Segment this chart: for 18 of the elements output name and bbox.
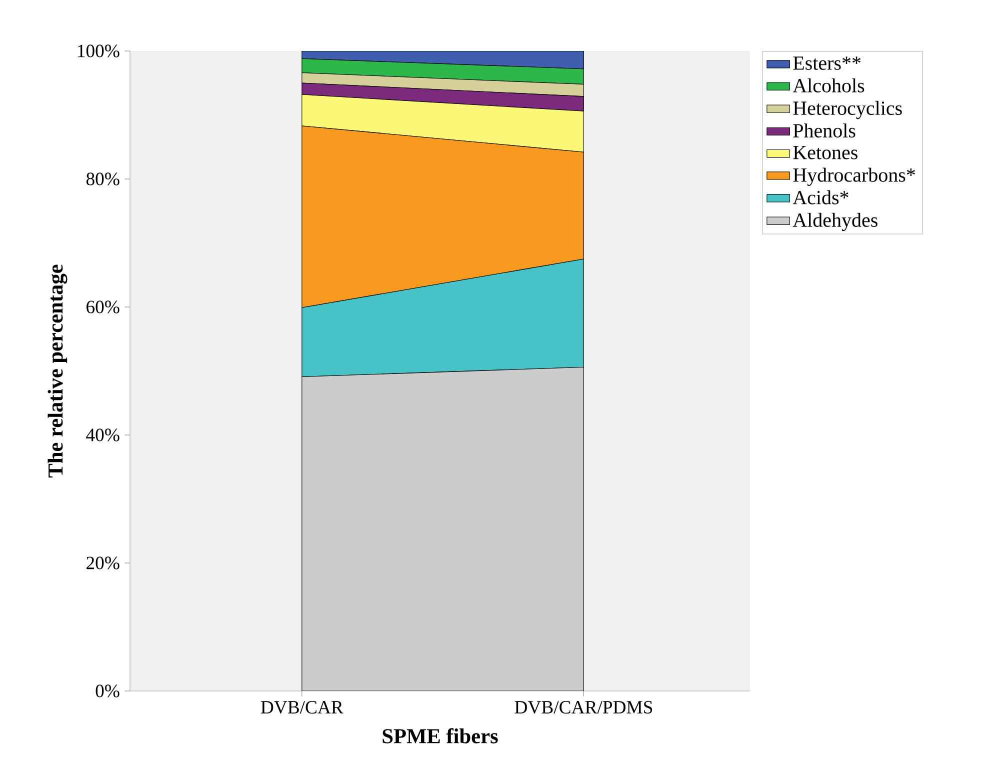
y-axis-title: The relative percentage — [48, 264, 68, 478]
y-tick-label: 80% — [86, 172, 120, 186]
legend-label: Ketones — [793, 146, 858, 160]
x-tick-label: DVB/CAR/PDMS — [514, 701, 652, 714]
legend-label: Heterocyclics — [793, 100, 902, 120]
y-tick-label: 100% — [78, 44, 120, 58]
y-tick-label: 20% — [86, 556, 120, 570]
legend-label: Hydrocarbons* — [793, 168, 915, 186]
legend-label: Alcohols — [792, 78, 864, 92]
y-tick-label: 60% — [86, 300, 120, 314]
legend-label: Acids* — [792, 190, 848, 204]
legend-label: Phenols — [793, 123, 856, 138]
x-tick-label: DVB/CAR — [260, 701, 344, 714]
y-tick-label: 40% — [86, 428, 120, 442]
x-axis-title: SPME fibers — [382, 728, 498, 744]
legend-label: Esters** — [793, 56, 861, 70]
y-tick-label: 0% — [96, 684, 120, 698]
legend-label: Aldehydes — [792, 212, 878, 232]
